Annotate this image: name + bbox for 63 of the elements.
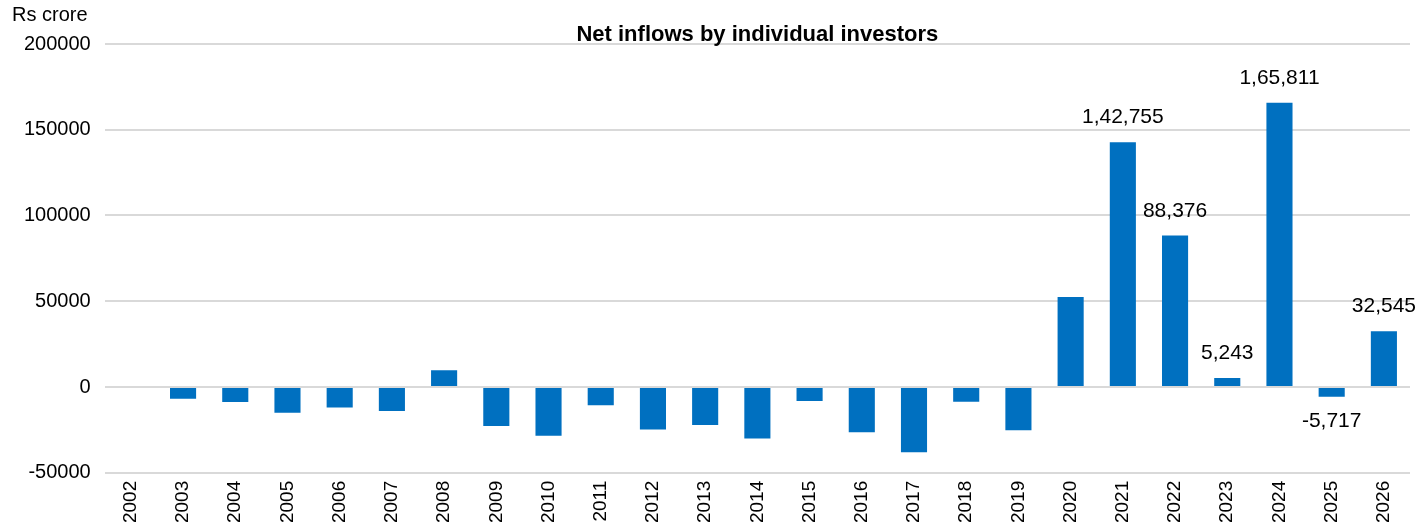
bar xyxy=(692,387,719,426)
y-tick-label: 100000 xyxy=(23,203,91,226)
x-tick-label: 2004 xyxy=(223,480,245,524)
bar xyxy=(796,387,823,402)
x-tick-label: 2015 xyxy=(797,480,819,524)
bar xyxy=(848,387,875,433)
data-label: 5,243 xyxy=(1200,340,1254,364)
x-tick-label: 2010 xyxy=(536,480,558,524)
x-tick-label: 2021 xyxy=(1111,480,1133,524)
bar xyxy=(483,387,510,427)
x-tick-label: 2024 xyxy=(1267,480,1289,524)
data-label: 32,545 xyxy=(1351,293,1417,317)
y-tick-label: -50000 xyxy=(28,460,91,483)
x-tick-label: 2020 xyxy=(1058,480,1080,524)
y-tick-label: 0 xyxy=(79,374,91,397)
x-tick-label: 2013 xyxy=(693,480,715,524)
data-label: -5,717 xyxy=(1301,408,1362,432)
x-tick-label: 2008 xyxy=(432,480,454,524)
x-tick-label: 2007 xyxy=(380,480,402,524)
x-tick-label: 2022 xyxy=(1163,480,1185,524)
bar xyxy=(1057,296,1084,386)
bar xyxy=(170,387,197,399)
bar xyxy=(639,387,666,430)
bar xyxy=(535,387,562,436)
x-tick-label: 2002 xyxy=(119,480,141,524)
x-tick-label: 2011 xyxy=(588,480,610,522)
x-tick-label: 2019 xyxy=(1006,480,1028,524)
bar xyxy=(900,387,928,453)
bar xyxy=(431,370,458,386)
data-label: 1,42,755 xyxy=(1081,104,1164,128)
x-tick-label: 2009 xyxy=(484,480,506,524)
y-axis-title: Rs crore xyxy=(12,2,88,25)
data-label: 88,376 xyxy=(1142,197,1208,221)
x-tick-label: 2026 xyxy=(1372,480,1394,524)
bar xyxy=(378,387,405,411)
bar xyxy=(953,387,980,402)
data-label: 1,65,811 xyxy=(1239,64,1320,88)
y-tick-label: 150000 xyxy=(23,117,91,140)
bar xyxy=(587,387,614,406)
x-tick-label: 2023 xyxy=(1215,480,1237,524)
x-tick-label: 2016 xyxy=(850,480,872,524)
x-tick-label: 2014 xyxy=(745,480,767,524)
bar xyxy=(1109,142,1136,386)
bar xyxy=(222,387,249,403)
x-tick-label: 2012 xyxy=(641,480,663,524)
x-tick-label: 2017 xyxy=(902,480,924,524)
x-tick-label: 2003 xyxy=(171,480,193,524)
y-tick-label: 200000 xyxy=(23,31,91,54)
bar xyxy=(1162,235,1189,386)
chart-title: Net inflows by individual investors xyxy=(576,21,939,47)
x-tick-label: 2006 xyxy=(327,480,349,524)
bar xyxy=(1005,387,1032,431)
bar xyxy=(1266,102,1293,386)
bar xyxy=(1214,378,1241,386)
bar xyxy=(744,387,771,439)
x-tick-label: 2005 xyxy=(275,480,297,524)
bar xyxy=(1370,331,1397,386)
x-tick-label: 2018 xyxy=(954,480,976,524)
bar xyxy=(274,387,301,413)
bar xyxy=(1318,387,1345,397)
bar xyxy=(326,387,353,408)
x-tick-label: 2025 xyxy=(1319,480,1341,524)
y-tick-label: 50000 xyxy=(35,288,91,311)
